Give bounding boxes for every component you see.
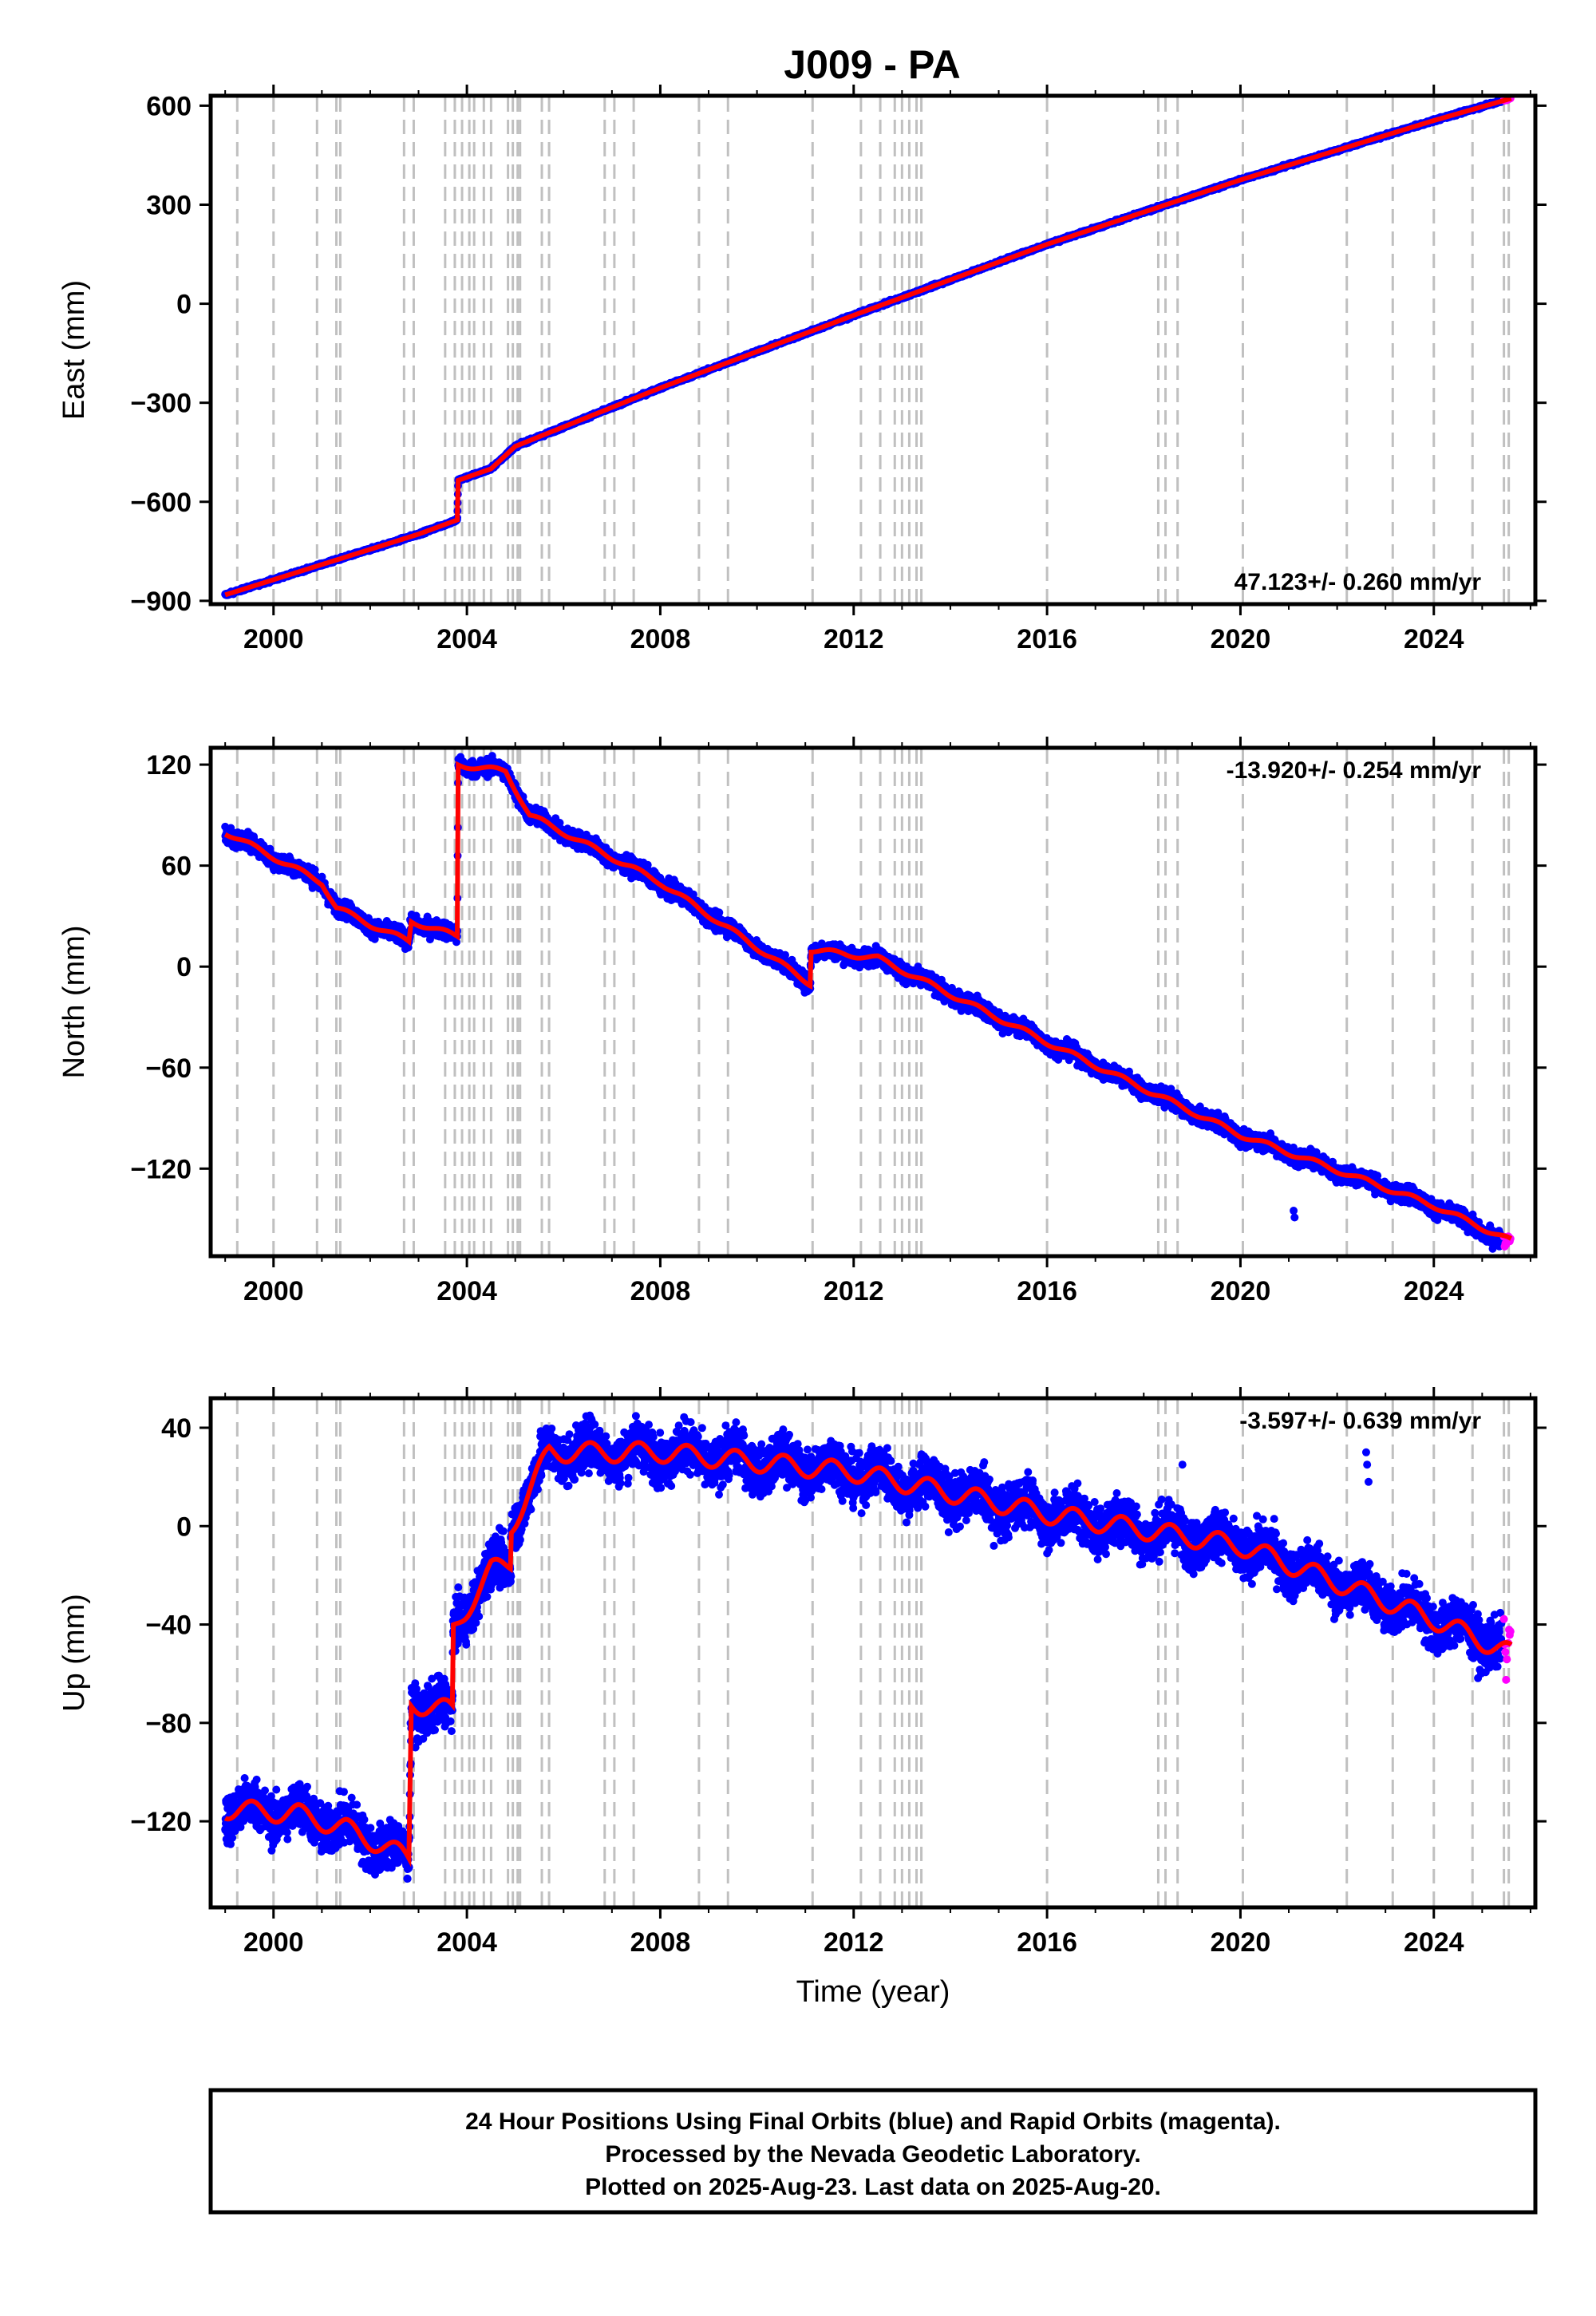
east-panel: 2000 2004 2008 2012 2016 2020 2024−900−600−300… [57,85,1547,654]
event-lines [235,97,1511,603]
data-points [221,96,1515,599]
chart-title: J009 - PA [784,42,960,87]
